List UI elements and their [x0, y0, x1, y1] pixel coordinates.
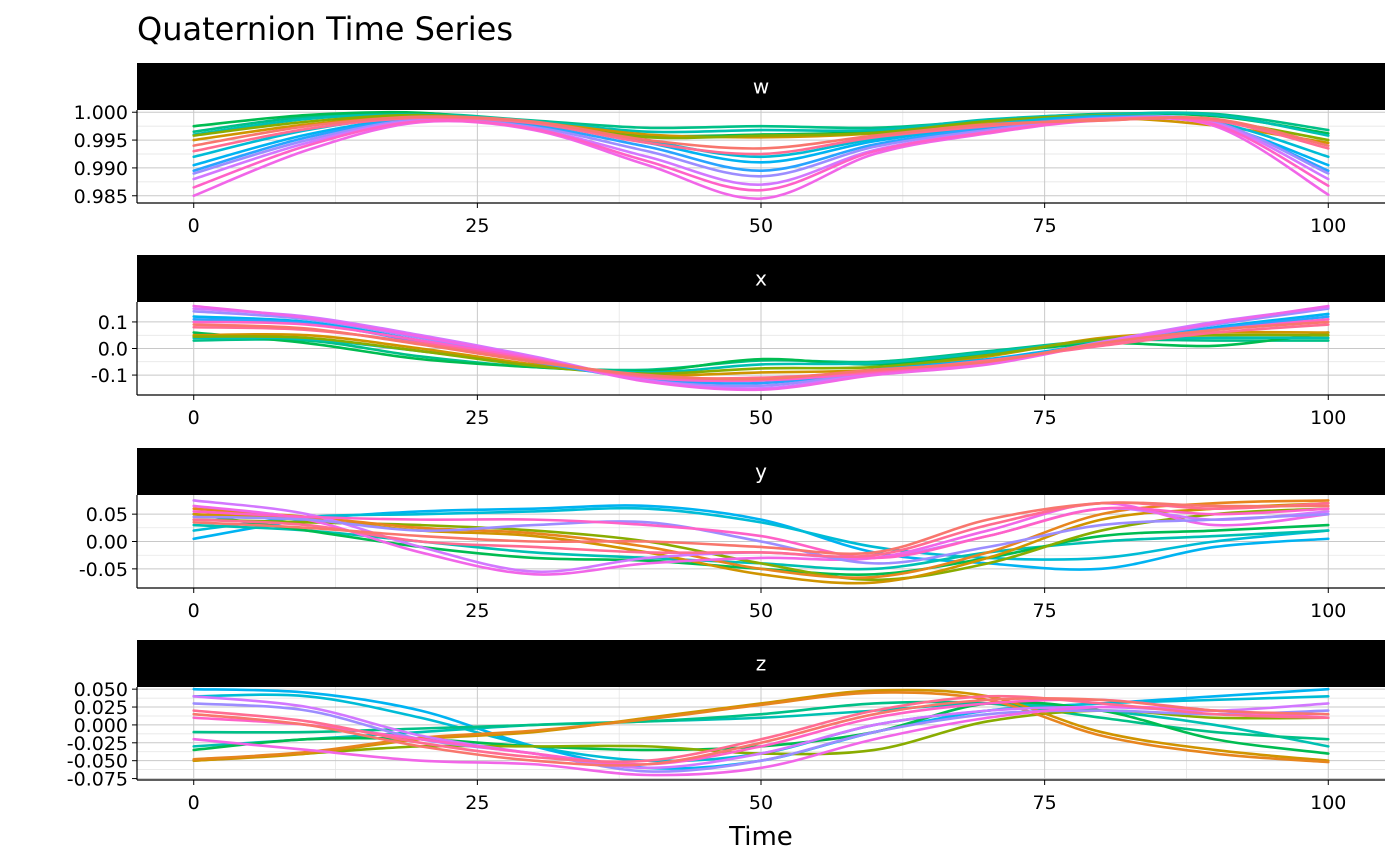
x-tick-label: 25	[465, 215, 489, 237]
x-tick-label: 75	[1033, 215, 1057, 237]
y-tick-label: 1.000	[74, 102, 128, 124]
y-tick-label: -0.075	[67, 769, 128, 791]
facet-strip-z	[137, 640, 1385, 687]
series-line-w-13	[192, 115, 1330, 150]
x-tick-label: 100	[1310, 407, 1346, 429]
y-tick-label: 0.00	[86, 532, 128, 554]
series-line-z-8	[192, 702, 1330, 773]
series-line-y-0	[192, 504, 1330, 571]
x-tick-label: 0	[188, 600, 200, 622]
series-line-x-9	[192, 304, 1330, 392]
y-tick-label: 0.025	[74, 697, 128, 719]
y-tick-label: 0.995	[74, 130, 128, 152]
series-group-x	[192, 304, 1330, 392]
y-tick-label: 0.050	[74, 679, 128, 701]
chart-title: Quaternion Time Series	[137, 10, 513, 48]
x-tick-label: 25	[465, 600, 489, 622]
series-line-z-12	[192, 694, 1330, 764]
series-group-w	[192, 110, 1330, 200]
y-tick-label: 0.000	[74, 715, 128, 737]
x-tick-label: 0	[188, 215, 200, 237]
x-tick-label: 50	[749, 792, 773, 814]
facet-strip-y	[137, 448, 1385, 495]
x-tick-label: 0	[188, 407, 200, 429]
x-tick-label: 100	[1310, 792, 1346, 814]
facet-strip-label-y: y	[755, 460, 767, 484]
y-tick-label: -0.050	[67, 751, 128, 773]
x-tick-label: 100	[1310, 215, 1346, 237]
x-tick-label: 50	[749, 215, 773, 237]
series-line-y-1	[192, 506, 1330, 561]
x-tick-label: 25	[465, 792, 489, 814]
series-line-y-9	[192, 512, 1330, 565]
series-line-y-10	[192, 506, 1330, 560]
series-line-x-1	[192, 331, 1330, 373]
y-tick-label: 0.1	[98, 312, 128, 334]
y-tick-label: 0.0	[98, 339, 128, 361]
facet-strip-label-z: z	[756, 652, 767, 676]
x-tick-label: 75	[1033, 407, 1057, 429]
x-tick-label: 75	[1033, 600, 1057, 622]
x-tick-label: 100	[1310, 600, 1346, 622]
x-tick-label: 50	[749, 600, 773, 622]
facet-w: w 0.985 0.990 0.995 1.000 0 25 50 75 100	[74, 63, 1385, 237]
facet-x: x -0.1 0.0 0.1 0 25 50 75 100	[91, 255, 1385, 429]
facet-strip-x	[137, 255, 1385, 302]
x-axis-title: Time	[728, 822, 793, 852]
series-group-z	[192, 687, 1330, 777]
series-group-y	[192, 499, 1330, 585]
y-tick-label: 0.990	[74, 158, 128, 180]
series-line-x-12	[192, 320, 1330, 381]
facet-y: y -0.05 0.00 0.05 0 25 50 75 100	[79, 448, 1385, 622]
y-tick-label: 0.985	[74, 186, 128, 208]
x-tick-label: 0	[188, 792, 200, 814]
x-tick-label: 75	[1033, 792, 1057, 814]
series-line-x-8	[192, 306, 1330, 390]
series-line-z-7	[192, 691, 1330, 764]
series-line-z-13	[192, 697, 1330, 767]
y-tick-label: -0.1	[91, 365, 128, 387]
y-tick-label: -0.025	[67, 733, 128, 755]
y-tick-label: -0.05	[79, 559, 128, 581]
x-tick-label: 25	[465, 407, 489, 429]
facet-strip-label-x: x	[755, 267, 767, 291]
x-tick-label: 50	[749, 407, 773, 429]
facet-strip-w	[137, 63, 1385, 110]
y-tick-label: 0.05	[86, 504, 128, 526]
series-line-z-6	[192, 688, 1330, 762]
series-line-y-12	[192, 501, 1330, 556]
facet-strip-label-w: w	[753, 75, 769, 99]
